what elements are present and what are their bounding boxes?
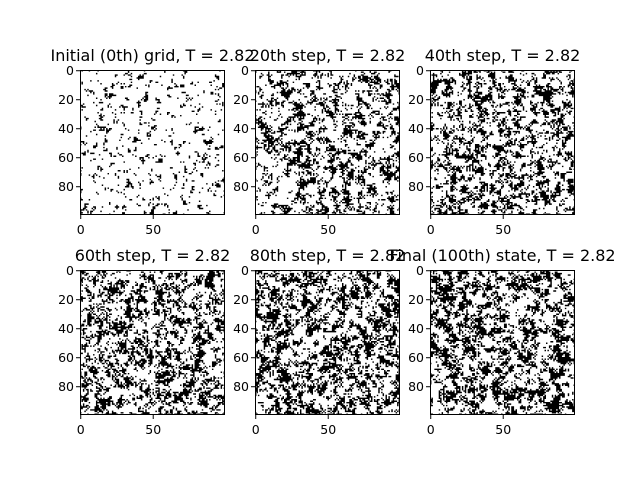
spin-cells xyxy=(255,70,400,215)
y-tick-label: 60 xyxy=(408,150,424,165)
y-tick-label: 60 xyxy=(408,350,424,365)
x-tick-label: 50 xyxy=(495,222,511,237)
y-tick-label: 20 xyxy=(58,92,74,107)
y-tick-label: 20 xyxy=(408,92,424,107)
y-tick-label: 80 xyxy=(58,179,74,194)
axes-frame xyxy=(80,70,225,215)
subplot-title: 20th step, T = 2.82 xyxy=(250,46,406,65)
spin-cells xyxy=(430,70,575,215)
subplot-title: Final (100th) state, T = 2.82 xyxy=(389,246,615,265)
y-tick-label: 40 xyxy=(58,121,74,136)
y-tick-label: 40 xyxy=(233,321,249,336)
spin-cells xyxy=(80,270,225,415)
axes-frame xyxy=(430,70,575,215)
axes-frame xyxy=(80,270,225,415)
y-tick-label: 80 xyxy=(233,179,249,194)
x-tick-label: 50 xyxy=(320,422,336,437)
x-tick-label: 50 xyxy=(145,422,161,437)
y-tick-label: 60 xyxy=(58,350,74,365)
spin-cells xyxy=(80,70,225,215)
subplot-title: 80th step, T = 2.82 xyxy=(250,246,406,265)
x-tick-label: 0 xyxy=(427,222,435,237)
y-tick-label: 60 xyxy=(233,350,249,365)
y-tick-label: 0 xyxy=(241,63,249,78)
x-tick-label: 0 xyxy=(252,222,260,237)
y-tick-label: 0 xyxy=(66,263,74,278)
y-tick-label: 40 xyxy=(408,121,424,136)
y-tick-label: 80 xyxy=(58,379,74,394)
y-tick-label: 60 xyxy=(233,150,249,165)
x-tick-label: 0 xyxy=(77,222,85,237)
axes-frame xyxy=(255,270,400,415)
y-tick-label: 0 xyxy=(416,263,424,278)
y-tick-label: 0 xyxy=(66,63,74,78)
subplot-title: Initial (0th) grid, T = 2.82 xyxy=(50,46,254,65)
spin-cells xyxy=(430,270,575,415)
y-tick-label: 20 xyxy=(408,292,424,307)
x-tick-label: 50 xyxy=(320,222,336,237)
x-tick-label: 50 xyxy=(145,222,161,237)
x-tick-label: 50 xyxy=(495,422,511,437)
y-tick-label: 60 xyxy=(58,150,74,165)
y-tick-label: 0 xyxy=(416,63,424,78)
y-tick-label: 0 xyxy=(241,263,249,278)
y-tick-label: 40 xyxy=(58,321,74,336)
axes-frame xyxy=(255,70,400,215)
y-tick-label: 20 xyxy=(233,292,249,307)
axes-frame xyxy=(430,270,575,415)
y-tick-label: 80 xyxy=(408,379,424,394)
y-tick-label: 40 xyxy=(408,321,424,336)
x-tick-label: 0 xyxy=(77,422,85,437)
x-tick-label: 0 xyxy=(252,422,260,437)
x-tick-label: 0 xyxy=(427,422,435,437)
subplot-100: Final (100th) state, T = 2.820 5002040608… xyxy=(389,246,615,437)
subplot-title: 40th step, T = 2.82 xyxy=(425,46,581,65)
subplot-title: 60th step, T = 2.82 xyxy=(75,246,231,265)
y-tick-label: 20 xyxy=(58,292,74,307)
y-tick-label: 80 xyxy=(408,179,424,194)
y-tick-label: 40 xyxy=(233,121,249,136)
y-tick-label: 80 xyxy=(233,379,249,394)
y-tick-label: 20 xyxy=(233,92,249,107)
spin-cells xyxy=(254,270,400,415)
